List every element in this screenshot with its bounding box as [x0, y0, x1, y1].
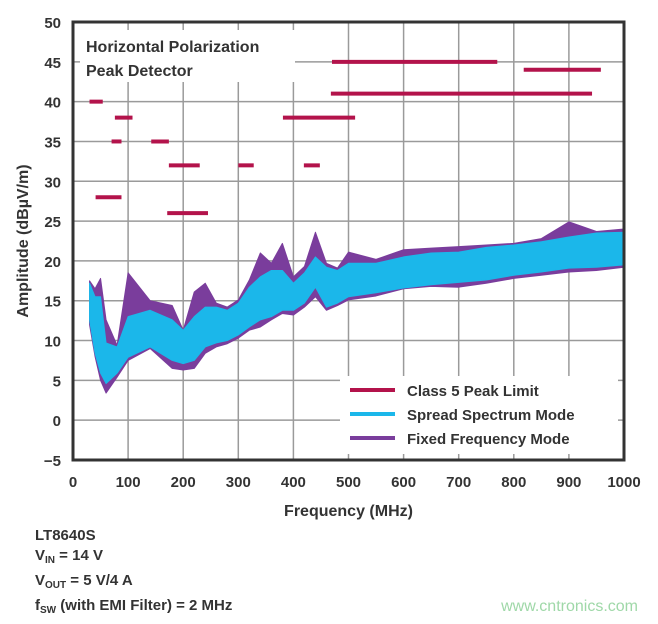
test-conditions: LT8640S VIN = 14 V VOUT = 5 V/4 A fSW (w…: [35, 526, 232, 621]
legend-fixed-label: Fixed Frequency Mode: [407, 431, 570, 448]
x-tick-label: 600: [391, 474, 416, 491]
chart-subtitle: Peak Detector: [86, 63, 193, 80]
x-tick-label: 1000: [607, 474, 640, 491]
vin-note: VIN = 14 V: [35, 547, 103, 566]
y-tick-label: 20: [44, 254, 61, 271]
x-tick-label: 100: [116, 474, 141, 491]
y-tick-label: 30: [44, 174, 61, 191]
x-tick-label: 0: [69, 474, 77, 491]
y-tick-label: −5: [44, 453, 61, 470]
x-tick-label: 800: [501, 474, 526, 491]
y-tick-label: 5: [53, 373, 61, 390]
plot-border: [71, 20, 626, 462]
chart-title: Horizontal Polarization: [86, 39, 259, 56]
x-tick-label: 400: [281, 474, 306, 491]
y-tick-label: 10: [44, 334, 61, 351]
y-tick-label: 45: [44, 55, 61, 72]
x-tick-label: 900: [556, 474, 581, 491]
y-tick-label: 40: [44, 95, 61, 112]
y-tick-label: 35: [44, 134, 61, 151]
x-tick-label: 300: [226, 474, 251, 491]
x-tick-label: 500: [336, 474, 361, 491]
vout-note: VOUT = 5 V/4 A: [35, 572, 133, 591]
watermark: www.cntronics.com: [501, 598, 638, 615]
x-tick-label: 700: [446, 474, 471, 491]
legend-spread-label: Spread Spectrum Mode: [407, 407, 575, 424]
x-tick-label: 200: [171, 474, 196, 491]
y-axis-label: Amplitude (dBµV/m): [15, 164, 32, 317]
legend-limit-label: Class 5 Peak Limit: [407, 383, 539, 400]
y-tick-label: 15: [44, 294, 61, 311]
x-axis-label: Frequency (MHz): [284, 503, 413, 520]
y-tick-label: 50: [44, 15, 61, 32]
y-tick-label: 0: [53, 413, 61, 430]
fsw-note: fSW (with EMI Filter) = 2 MHz: [35, 597, 233, 616]
title-background: [80, 30, 295, 82]
y-tick-label: 25: [44, 214, 61, 231]
part-number: LT8640S: [35, 527, 96, 544]
